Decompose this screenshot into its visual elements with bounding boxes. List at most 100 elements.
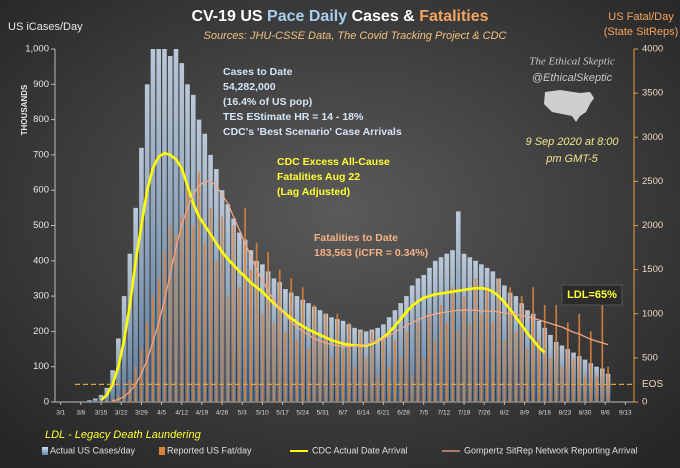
x-tick-label: 5/17 (276, 410, 289, 417)
annotation: Fatalities Aug 22 (277, 171, 360, 183)
y-tick-label: 0 (44, 397, 49, 408)
fatality-bar (572, 357, 575, 402)
x-tick-label: 9/6 (601, 410, 610, 417)
case-bar (121, 296, 127, 402)
x-tick-label: 8/9 (520, 410, 529, 417)
legend-marker (159, 447, 165, 455)
fatality-bar (463, 296, 465, 402)
fatality-bar (290, 278, 293, 402)
fatality-bar (100, 401, 102, 402)
y2-tick-label: 1500 (642, 264, 663, 275)
fatality-bar (244, 207, 246, 402)
fatality-bar (561, 366, 563, 402)
x-tick-label: 5/3 (238, 410, 247, 417)
fatality-bar (267, 251, 270, 402)
y-tick-label: 200 (33, 326, 49, 337)
case-bar (127, 253, 133, 402)
x-tick-label: 3/29 (135, 410, 148, 417)
fatality-bar (255, 243, 258, 402)
fatality-bar (411, 375, 414, 402)
fatality-bar (451, 287, 454, 402)
case-bar (93, 398, 98, 402)
fatality-bar (342, 349, 344, 402)
fatality-bar (480, 313, 483, 402)
fatality-bar (405, 331, 408, 402)
case-bar (409, 285, 415, 402)
y-tick-label: 800 (33, 114, 49, 125)
fatality-bar (261, 313, 264, 402)
fatality-bar (157, 278, 160, 402)
case-bar (139, 147, 144, 402)
y-axis-unit: THOUSANDS (20, 84, 29, 135)
y2-axis-title: US Fatal/Day (608, 11, 674, 23)
x-tick-label: 3/8 (76, 410, 85, 417)
annotation: CDC Excess All-Cause (277, 156, 390, 168)
series-line (100, 151, 546, 402)
y2-tick-label: 1000 (642, 308, 663, 319)
fatality-bar (584, 375, 586, 402)
x-tick-label: 3/1 (56, 410, 65, 417)
fatality-bar (278, 269, 281, 402)
fatality-bar (520, 296, 523, 402)
x-tick-label: 6/28 (397, 410, 410, 417)
y2-tick-label: 2000 (642, 220, 663, 231)
annotation: CDC's 'Best Scenario' Case Arrivals (223, 126, 402, 138)
legend-label: Gompertz SitRep Network Reporting Arriva… (464, 445, 638, 455)
fatality-bar (140, 349, 143, 402)
y-tick-label: 100 (33, 361, 49, 372)
x-tick-label: 5/24 (296, 410, 309, 417)
fatality-bar (526, 349, 529, 402)
case-bar (87, 400, 92, 402)
case-bar (455, 211, 461, 402)
annotation: 9 Sep 2020 at 8:00 (526, 136, 620, 148)
fatality-bar (486, 287, 488, 402)
fatality-bar (330, 357, 333, 402)
title-part: CV-19 (191, 8, 236, 25)
x-tick-label: 9/13 (619, 410, 632, 417)
reference-label: EOS (642, 379, 663, 390)
fatality-bar (607, 366, 609, 402)
annotation: Fatalities to Date (314, 232, 398, 244)
fatality-bar (382, 340, 385, 402)
chart-title: CV-19 US Pace Daily Cases & Fatalities (191, 8, 488, 25)
x-tick-label: 7/12 (438, 410, 451, 417)
y2-tick-label: 4000 (642, 44, 663, 55)
fatality-bar (359, 331, 362, 402)
fatality-bar (146, 322, 149, 402)
fatality-bar (578, 313, 581, 402)
x-tick-label: 4/12 (175, 410, 188, 417)
y-tick-label: 1,000 (25, 44, 49, 55)
fatality-bar (111, 398, 114, 402)
fatality-bar (497, 278, 500, 402)
fatality-bar (457, 331, 460, 402)
fatality-bar (284, 331, 287, 402)
x-tick-label: 5/10 (256, 410, 269, 417)
fatality-bar (301, 287, 304, 402)
case-bar (150, 49, 156, 402)
x-tick-label: 7/26 (478, 410, 491, 417)
annotation-box (561, 284, 623, 306)
fatality-bar (543, 304, 546, 402)
annotation: TES EStimate HR = 14 - 18% (223, 111, 364, 123)
y2-axis-title: (State SitReps) (604, 26, 679, 38)
fatality-bar (296, 340, 298, 402)
x-tick-label: 3/15 (95, 410, 108, 417)
x-tick-label: 4/19 (196, 410, 209, 417)
annotation: LDL=65% (567, 289, 617, 301)
fatality-bar (238, 287, 241, 402)
fatality-bar (123, 388, 125, 402)
subtitle: Sources: JHU-CSSE Data, The Covid Tracki… (204, 30, 507, 42)
fatality-bar (371, 331, 373, 402)
case-bar (144, 84, 150, 403)
fatality-bar (215, 260, 218, 402)
fatality-bar (313, 304, 316, 402)
annotation: The Ethical Skeptic (529, 56, 615, 68)
fatality-bar (163, 251, 166, 402)
x-tick-label: 6/21 (377, 410, 390, 417)
y-tick-label: 700 (33, 149, 49, 160)
fatality-bar (180, 216, 183, 402)
fatality-bar (336, 313, 339, 402)
y2-tick-label: 0 (642, 397, 647, 408)
fatality-bar (273, 322, 275, 402)
case-bar (156, 49, 162, 402)
